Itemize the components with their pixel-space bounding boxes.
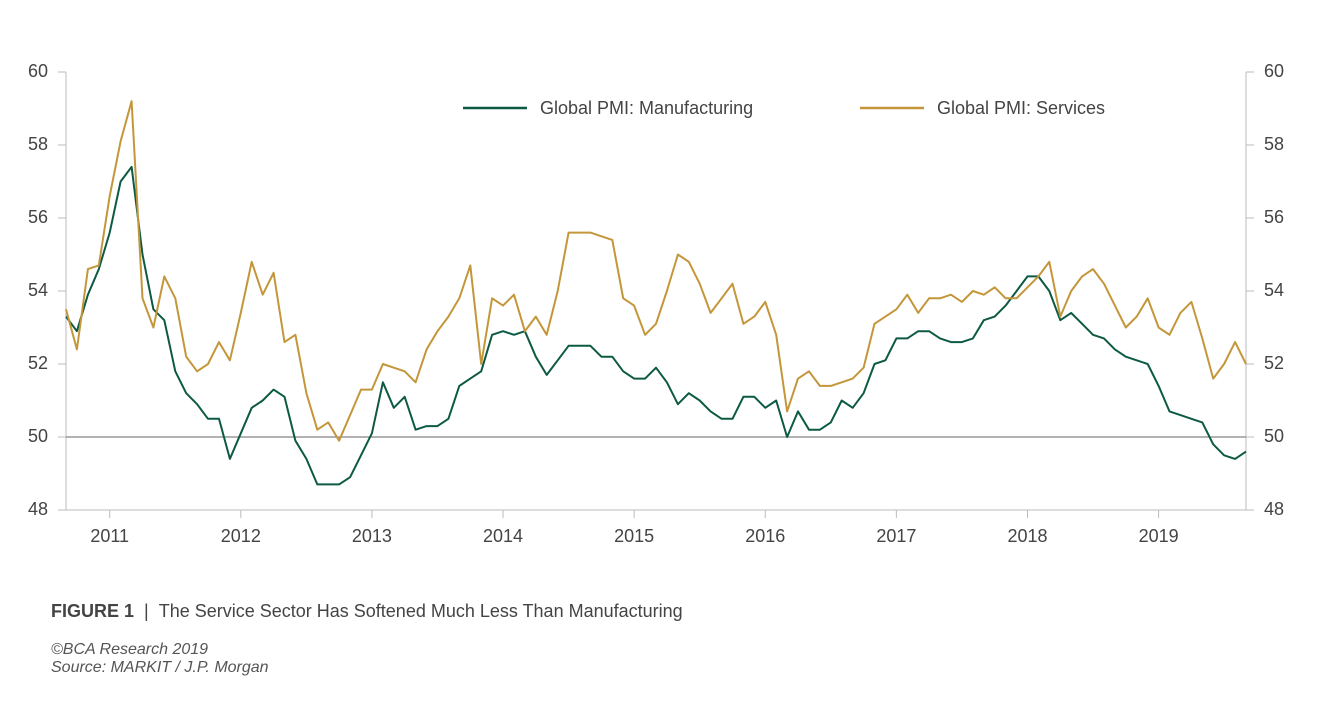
y2-tick-label: 48 [1264,499,1284,519]
y-tick-label: 48 [28,499,48,519]
y2-tick-label: 56 [1264,207,1284,227]
y2-tick-label: 60 [1264,61,1284,81]
y2-tick-label: 52 [1264,353,1284,373]
y-tick-label: 52 [28,353,48,373]
x-tick-label: 2015 [614,526,654,546]
y2-tick-label: 50 [1264,426,1284,446]
source: Source: MARKIT / J.P. Morgan [51,659,269,676]
series-line [65,100,1247,442]
x-tick-label: 2011 [90,526,129,546]
y2-tick-label: 58 [1264,134,1284,154]
y-tick-label: 56 [28,207,48,227]
caption: FIGURE 1 | The Service Sector Has Softened… [51,601,683,621]
y2-tick-label: 54 [1264,280,1284,300]
x-tick-label: 2013 [352,526,392,546]
legend-label: Global PMI: Services [937,98,1105,118]
copyright: ©BCA Research 2019 [51,641,208,658]
caption-label: FIGURE 1 [51,601,134,621]
y-tick-label: 58 [28,134,48,154]
x-tick-label: 2016 [745,526,785,546]
legend-label: Global PMI: Manufacturing [540,98,753,118]
caption-separator: | [144,601,149,621]
x-tick-label: 2019 [1139,526,1179,546]
x-tick-label: 2014 [483,526,523,546]
x-tick-label: 2012 [221,526,261,546]
series-line [65,165,1247,486]
y-tick-label: 54 [28,280,48,300]
x-tick-label: 2017 [876,526,916,546]
x-tick-label: 2018 [1007,526,1047,546]
y-tick-label: 50 [28,426,48,446]
y-tick-label: 60 [28,61,48,81]
caption-text: The Service Sector Has Softened Much Les… [159,601,683,621]
